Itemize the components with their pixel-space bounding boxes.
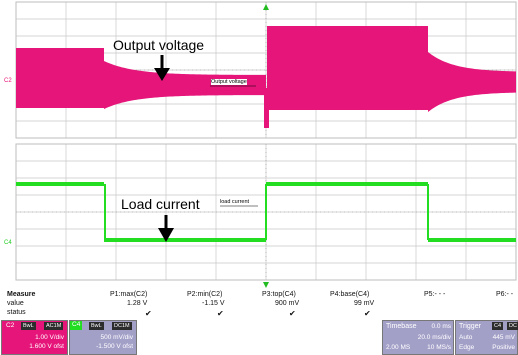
trigger-title: Trigger: [459, 323, 481, 330]
trigger-level: 445 mV: [492, 334, 515, 341]
c2-channel-panel[interactable]: C2 BwL AC1M 1.00 V/div 1.600 V ofst: [1, 320, 68, 355]
load-current-label: Load current: [121, 196, 200, 212]
arrow-output-voltage-icon: [154, 55, 170, 81]
waveform-canvas: [15, 1, 517, 288]
c4-vdiv: 500 mV/div: [100, 334, 133, 341]
trigger-mode: Auto: [459, 334, 473, 341]
measure-value-label: value: [7, 300, 24, 307]
c4-bw-badge: BwL: [89, 322, 104, 330]
c2-coupling-badge: AC1M: [44, 322, 64, 330]
status-check-p1-icon: ✔: [145, 309, 152, 318]
measure-value-p4: 99 mV: [354, 300, 375, 307]
timebase-title: Timebase: [386, 323, 417, 330]
trigger-position-marker-icon[interactable]: [263, 282, 269, 288]
c2-offset: 1.600 V ofst: [29, 343, 64, 350]
status-check-p4-icon: ✔: [364, 309, 371, 318]
timebase-delay: 0.0 ms: [431, 323, 451, 330]
c4-offset-marker[interactable]: C4: [4, 240, 12, 246]
status-check-p2-icon: ✔: [217, 309, 224, 318]
output-voltage-label: Output voltage: [113, 37, 205, 53]
measure-value-p2: -1.15 V: [202, 300, 225, 307]
trigger-source-badge: C4: [492, 322, 504, 330]
c4-coupling-badge: DC1M: [112, 322, 132, 330]
c4-waveform: [16, 182, 516, 242]
measure-value-p1: 1.28 V: [127, 300, 148, 307]
trigger-panel[interactable]: Trigger C4 DC Auto 445 mV Edge Positive: [455, 320, 518, 355]
trigger-type: Edge: [459, 344, 475, 351]
c2-offset-marker[interactable]: C2: [4, 78, 12, 84]
timebase-samples: 2.00 MS: [386, 344, 411, 351]
timebase-tdiv: 20.0 ms/div: [417, 334, 451, 341]
measure-param-p5[interactable]: P5:- - -: [424, 291, 446, 298]
measure-param-p2[interactable]: P2:min(C2): [187, 291, 223, 298]
c4-channel-panel[interactable]: C4 BwL DC1M 500 mV/div -1.500 V ofst: [69, 320, 137, 355]
trigger-slope: Positive: [492, 344, 515, 351]
measure-param-p1[interactable]: P1:max(C2): [110, 291, 148, 298]
measure-table[interactable]: Measure P1:max(C2) P2:min(C2) P3:top(C4)…: [0, 288, 518, 320]
trigger-coupling-badge: DC: [507, 322, 518, 330]
scope-display[interactable]: C2 C4 Output voltage Output voltage Load…: [0, 0, 518, 288]
c2-bw-badge: BwL: [21, 322, 36, 330]
measure-param-p6[interactable]: P6:- -: [496, 291, 514, 298]
c2-panel-label: C2: [6, 322, 15, 329]
measure-value-p3: 900 mV: [275, 300, 300, 307]
timebase-rate: 10 MS/s: [427, 344, 451, 351]
output-voltage-tag: Output voltage: [211, 79, 247, 85]
measure-param-p4[interactable]: P4:base(C4): [330, 291, 370, 298]
c4-panel-label: C4: [70, 321, 83, 330]
measure-header: Measure: [7, 291, 36, 298]
status-check-p3-icon: ✔: [289, 309, 296, 318]
measure-param-p3[interactable]: P3:top(C4): [262, 291, 296, 298]
measure-status-label: status: [7, 309, 26, 316]
arrow-load-current-icon: [158, 215, 174, 242]
c4-offset: -1.500 V ofst: [96, 343, 133, 350]
c2-vdiv: 1.00 V/div: [35, 334, 64, 341]
timebase-panel[interactable]: Timebase 0.0 ms 20.0 ms/div 2.00 MS 10 M…: [382, 320, 454, 355]
c2-waveform: [16, 26, 516, 128]
load-current-tag: load current: [220, 199, 250, 205]
trigger-top-marker-icon[interactable]: [263, 4, 269, 10]
